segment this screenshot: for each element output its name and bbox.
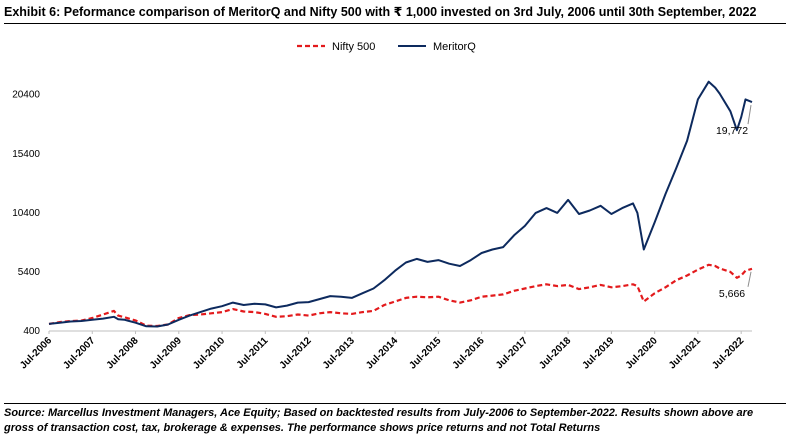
x-tick-label: Jul-2013 <box>321 335 357 371</box>
end-value-label: 19,772 <box>716 125 748 137</box>
x-tick-label: Jul-2019 <box>580 335 616 371</box>
x-tick-label: Jul-2018 <box>537 335 573 371</box>
chart-legend: Nifty 500 MeritorQ <box>297 41 476 53</box>
x-tick-label: Jul-2012 <box>278 335 314 371</box>
x-tick-label: Jul-2011 <box>235 335 271 371</box>
y-tick-label: 5400 <box>18 267 41 278</box>
x-tick-label: Jul-2008 <box>105 335 141 371</box>
x-tick-label: Jul-2021 <box>667 335 703 371</box>
x-tick-label: Jul-2015 <box>407 335 443 371</box>
end-value-label: 5,666 <box>719 288 745 300</box>
x-tick-label: Jul-2014 <box>364 335 400 371</box>
x-tick-label: Jul-2016 <box>451 335 487 371</box>
x-tick-label: Jul-2010 <box>191 335 227 371</box>
legend-label: Nifty 500 <box>332 41 375 53</box>
legend-label: MeritorQ <box>433 41 476 53</box>
x-tick-label: Jul-2006 <box>18 335 54 371</box>
source-note: Source: Marcellus Investment Managers, A… <box>4 407 754 434</box>
end-label-leader <box>747 271 752 287</box>
end-label-leader <box>747 105 752 125</box>
x-tick-label: Jul-2022 <box>710 335 746 371</box>
series-line-nifty-500 <box>48 263 753 328</box>
y-tick-label: 15400 <box>12 149 40 160</box>
title-rule <box>4 23 786 24</box>
x-axis: Jul-2006 Jul-2007 Jul-2008 Jul-2009 Jul-2010… <box>18 330 752 371</box>
y-tick-label: 10400 <box>12 208 40 219</box>
y-tick-label: 20400 <box>12 90 40 101</box>
performance-chart: Nifty 500 MeritorQ 400 5400 10400 15400 20400… <box>12 41 753 371</box>
series-lines <box>48 80 753 328</box>
end-labels: 5,666 19,772 <box>716 105 752 300</box>
exhibit-title: Exhibit 6: Peformance comparison of Meri… <box>4 5 757 19</box>
series-line-meritorq <box>48 80 753 328</box>
x-tick-label: Jul-2009 <box>148 335 184 371</box>
x-tick-label: Jul-2017 <box>494 335 530 371</box>
x-tick-label: Jul-2007 <box>61 335 97 371</box>
y-tick-label: 400 <box>23 326 40 337</box>
x-tick-label: Jul-2020 <box>624 335 660 371</box>
y-axis: 400 5400 10400 15400 20400 <box>12 90 40 337</box>
source-rule <box>4 403 786 404</box>
